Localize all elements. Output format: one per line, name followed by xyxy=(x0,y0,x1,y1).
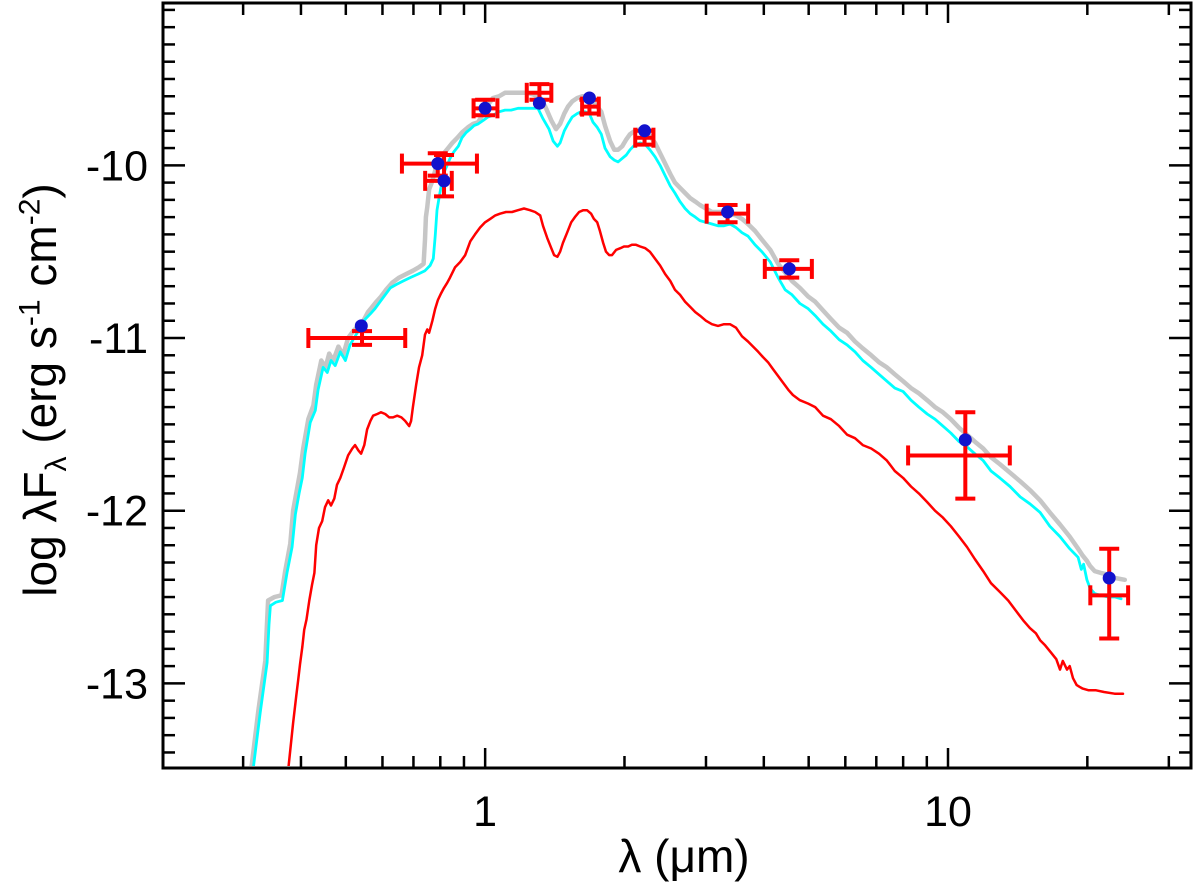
y-axis-label-sup2: -2 xyxy=(13,198,47,226)
photometry-point xyxy=(354,319,368,333)
y-axis-label-sup1: -1 xyxy=(13,299,47,327)
photometry-point xyxy=(721,205,735,219)
y-tick-label: -10 xyxy=(86,142,148,190)
photometry-point xyxy=(431,157,445,171)
y-axis-label-unit-close: ) xyxy=(14,183,66,199)
photometry-point xyxy=(638,124,652,138)
photometry-point xyxy=(1102,571,1116,585)
x-tick-label: 10 xyxy=(924,788,972,836)
y-axis-label-unit-open: (erg s xyxy=(14,326,66,457)
y-axis-label-unit-mid: cm xyxy=(14,225,66,300)
plot-frame-rect xyxy=(161,1,1193,770)
y-tick-label: -13 xyxy=(86,660,148,708)
x-axis-label-text: λ (μm) xyxy=(618,830,750,882)
photometry-point xyxy=(958,433,972,447)
photometry-points xyxy=(354,91,1116,585)
y-axis-label: log λFλ (erg s-1 cm-2) xyxy=(13,183,74,597)
y-tick-label: -12 xyxy=(86,488,148,536)
photometry-point xyxy=(478,101,492,115)
photometry-point xyxy=(582,91,596,105)
y-axis-label-sub-lambda: λ xyxy=(40,456,74,472)
x-axis-label: λ (μm) xyxy=(618,829,749,883)
photometry-point xyxy=(532,96,546,110)
model-curve-secondary-model xyxy=(287,207,1125,766)
model-curve-primary-model xyxy=(252,106,1123,766)
tick-labels: 1 10 -10 -11 -12 -13 xyxy=(86,142,972,836)
axis-ticks xyxy=(163,3,1191,768)
x-tick-label: 1 xyxy=(473,788,497,836)
y-axis-label-main: log λF xyxy=(14,471,66,597)
plot-frame xyxy=(161,1,1193,770)
model-curve-total-model xyxy=(249,90,1128,766)
model-curves xyxy=(249,90,1128,766)
y-tick-label: -11 xyxy=(89,315,148,363)
error-bars xyxy=(306,82,1131,641)
photometry-point xyxy=(782,262,796,276)
photometry-point xyxy=(437,174,451,188)
